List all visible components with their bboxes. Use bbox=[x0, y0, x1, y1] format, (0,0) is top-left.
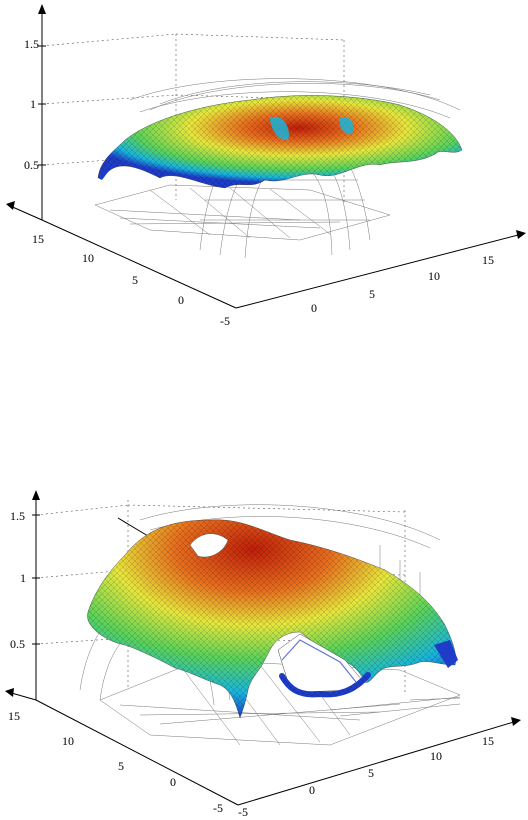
plot-2-z-tick-1: 1 bbox=[20, 571, 26, 585]
plot-1-z-tick-0.5: 0.5 bbox=[24, 158, 39, 172]
plot-1-x-tick-5: 5 bbox=[369, 287, 375, 301]
plot-2-x-tick-15: 15 bbox=[482, 734, 494, 748]
plot-2-x-tick-10: 10 bbox=[430, 749, 442, 763]
plot-2-y-tick-0: 0 bbox=[170, 775, 176, 789]
plot-1-x-tick-10: 10 bbox=[428, 269, 440, 283]
plot-2-z-tick-0.5: 0.5 bbox=[10, 637, 25, 651]
plot-1-y-tick--5: -5 bbox=[220, 314, 230, 328]
plot-1-top-mesh bbox=[149, 81, 441, 111]
plot-1-y-tick-5: 5 bbox=[132, 273, 138, 287]
plot-1-surface bbox=[97, 95, 463, 189]
plot-2-y-tick-5: 5 bbox=[118, 759, 124, 773]
plot-1-z-tick-1: 1 bbox=[30, 97, 36, 111]
plot-2-y-tick-10: 10 bbox=[62, 734, 74, 748]
plot-2-surface bbox=[87, 519, 458, 719]
plot-1-z-tick-1.5: 1.5 bbox=[24, 37, 39, 51]
plot-2-front-mesh bbox=[329, 696, 461, 717]
plot-2-y-tick-15: 15 bbox=[8, 709, 20, 723]
surface-plot-1: 1.5 1 0.5 15 10 5 0 -5 0 5 10 15 bbox=[6, 4, 526, 328]
plot-2-z-tick-1.5: 1.5 bbox=[10, 509, 25, 523]
surface-plot-2: 1.5 1 0.5 15 10 5 0 -5 -5 0 5 10 15 bbox=[5, 490, 521, 819]
plot-2-x-tick--5: -5 bbox=[238, 805, 248, 819]
plot-1-x-tick-0: 0 bbox=[311, 301, 317, 315]
plot-2-x-tick-0: 0 bbox=[309, 783, 315, 797]
plot-2-y-tick--5: -5 bbox=[213, 801, 223, 815]
plot-2-x-tick-5: 5 bbox=[368, 766, 374, 780]
plot-1-x-tick-15: 15 bbox=[482, 253, 494, 267]
plot-1-y-tick-0: 0 bbox=[178, 293, 184, 307]
plot-1-y-tick-15: 15 bbox=[32, 232, 44, 246]
plot-1-y-tick-10: 10 bbox=[82, 251, 94, 265]
